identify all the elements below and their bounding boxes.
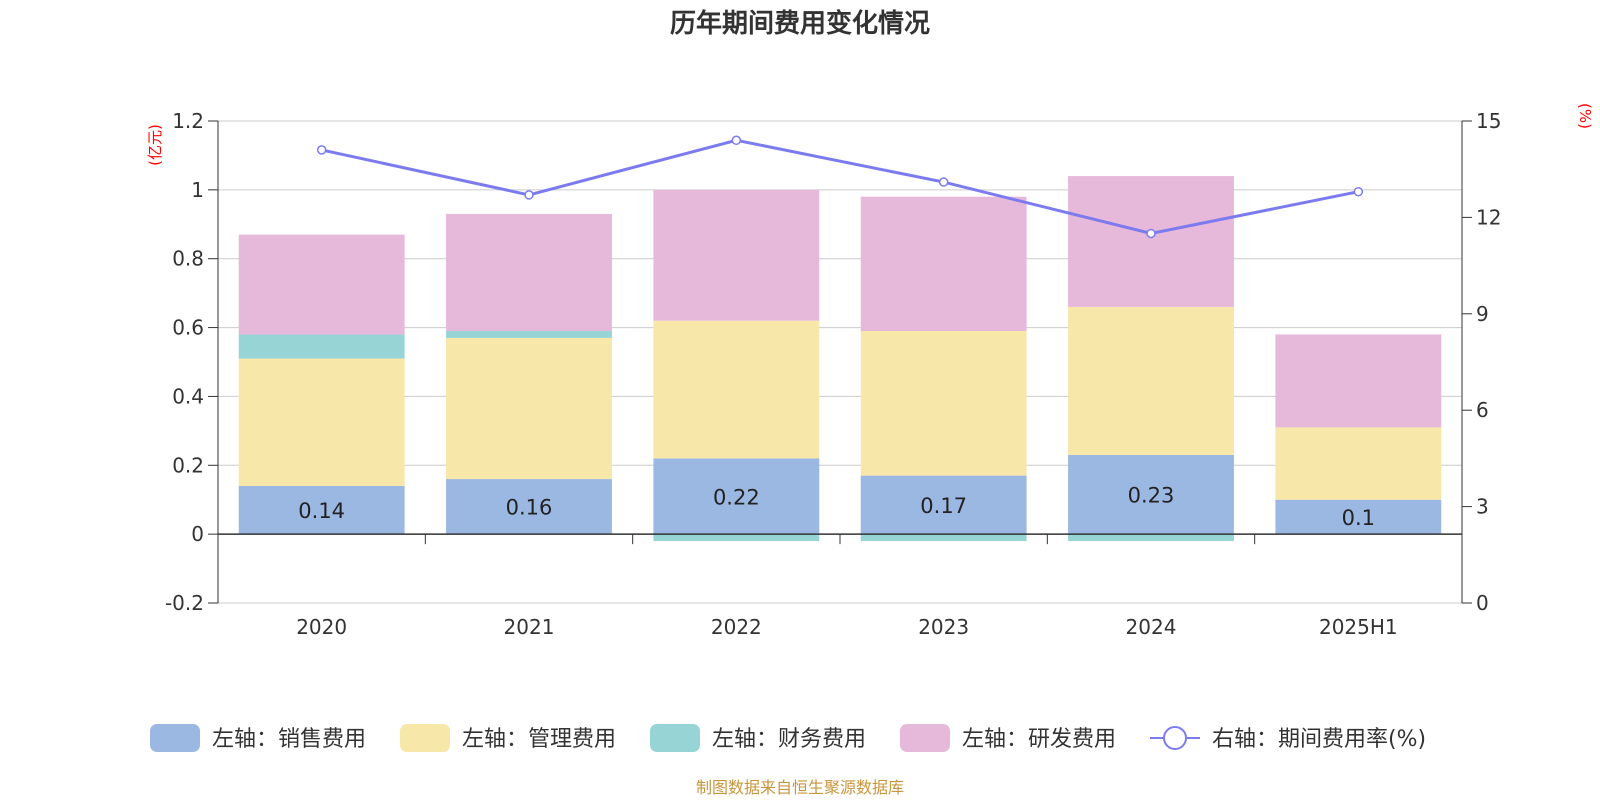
bar-segment (446, 337, 612, 480)
left-axis-tick-label: 0.6 (172, 316, 204, 340)
bar-data-label: 0.17 (920, 494, 967, 518)
rate-point (316, 145, 327, 155)
legend: 左轴：销售费用 左轴：管理费用 左轴：财务费用 左轴：研发费用 右轴：期间费用率(%) (150, 724, 1426, 752)
bar-data-label: 0.23 (1128, 484, 1175, 508)
bar-segment (1068, 534, 1234, 542)
bar-segment (653, 320, 820, 459)
grid-layer (218, 120, 1462, 604)
legend-swatch (150, 724, 200, 752)
legend-marker (1163, 726, 1187, 750)
bar-segment (653, 458, 820, 535)
bar-segment (1275, 499, 1442, 535)
x-axis-tick-label: 2020 (296, 615, 347, 639)
right-axis-tick-label: 9 (1476, 302, 1489, 326)
x-axis-tick-label: 2022 (711, 615, 762, 639)
bar-data-label: 0.1 (1342, 506, 1375, 530)
legend-swatch (900, 724, 950, 752)
source-note: 制图数据来自恒生聚源数据库 (696, 778, 904, 797)
axis-layer: -0.2 0 0.2 0.4 0.6 0.8 1 1.2 0 3 6 9 12 15 2020 2021 202… (165, 109, 1501, 639)
bar-segment (653, 189, 820, 321)
left-axis-tick-label: 0.4 (172, 384, 204, 408)
left-axis-tick-label: 0 (191, 522, 204, 546)
legend-swatch (400, 724, 450, 752)
rate-point (1146, 228, 1156, 239)
x-axis-tick-label: 2025H1 (1319, 615, 1398, 639)
bar-layer (238, 176, 1442, 542)
x-axis-tick-label: 2021 (504, 615, 555, 639)
left-axis-tick-label: 0.8 (172, 247, 204, 271)
bar-data-label: 0.22 (713, 485, 760, 509)
x-axis-tick-label: 2024 (1126, 615, 1177, 639)
left-axis-tick-label: 1.2 (172, 109, 204, 133)
left-axis-tick-label: -0.2 (165, 591, 204, 615)
right-axis-unit: (%) (1576, 103, 1594, 129)
legend-label: 右轴：期间费用率(%) (1212, 727, 1426, 752)
rate-point (731, 135, 742, 146)
bar-segment (238, 358, 405, 486)
legend-label: 左轴：销售费用 (212, 727, 366, 752)
rate-point (1353, 186, 1364, 197)
x-axis-tick-label: 2023 (918, 615, 969, 639)
left-axis-tick-label: 1 (191, 178, 204, 202)
right-axis-tick-label: 15 (1476, 109, 1501, 133)
bar-segment (860, 331, 1027, 476)
legend-label: 左轴：管理费用 (462, 727, 616, 752)
line-layer (316, 135, 1364, 239)
bar-segment (1275, 427, 1442, 500)
right-axis-tick-label: 3 (1476, 495, 1489, 519)
right-axis-tick-label: 0 (1476, 591, 1489, 615)
left-axis-tick-label: 0.2 (172, 453, 204, 477)
right-axis-tick-label: 6 (1476, 398, 1489, 422)
legend-swatch (650, 724, 700, 752)
left-axis-unit: (亿元) (146, 124, 164, 166)
bar-segment (238, 334, 405, 359)
bar-segment (446, 213, 612, 332)
bar-segment (860, 534, 1027, 542)
bar-segment (446, 479, 612, 535)
bar-segment (1068, 176, 1234, 307)
bar-segment (653, 534, 820, 542)
bar-segment (238, 485, 405, 535)
rate-line (321, 138, 1359, 236)
bar-segment (1275, 334, 1442, 428)
legend-label: 左轴：财务费用 (712, 727, 866, 752)
legend-label: 左轴：研发费用 (962, 727, 1116, 752)
bar-segment (238, 234, 405, 335)
rate-point (938, 177, 949, 187)
bar-segment (1068, 306, 1234, 455)
chart-title: 历年期间费用变化情况 (670, 8, 930, 39)
label-layer: 0.14 0.16 0.22 0.17 0.23 0.1 (298, 484, 1375, 530)
bar-data-label: 0.16 (506, 496, 553, 520)
right-axis-tick-label: 12 (1476, 205, 1501, 229)
bar-segment (860, 475, 1027, 535)
bar-segment (446, 331, 612, 338)
rate-point (524, 190, 534, 200)
bar-segment (1068, 454, 1234, 535)
bar-segment (860, 196, 1027, 332)
bar-data-label: 0.14 (298, 499, 345, 523)
